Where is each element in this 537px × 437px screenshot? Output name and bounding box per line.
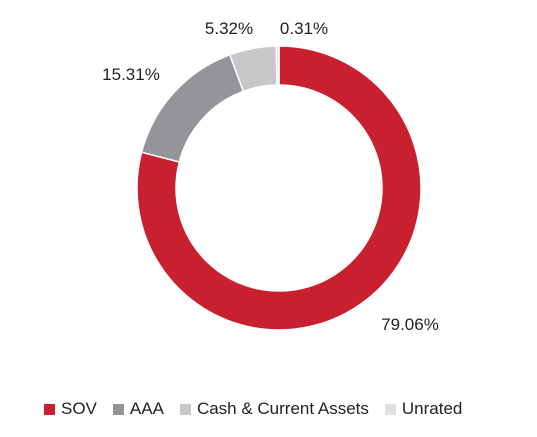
slice-label-unrated: 0.31% xyxy=(280,19,328,38)
slice-label-sov: 79.06% xyxy=(381,315,439,334)
legend-swatch-sov xyxy=(44,403,55,415)
legend-item-aaa: AAA xyxy=(112,399,164,419)
legend: SOV AAA Cash & Current Assets Unrated xyxy=(44,399,462,419)
slice-label-aaa: 15.31% xyxy=(102,65,160,84)
legend-swatch-cash xyxy=(179,403,191,415)
legend-item-unrated: Unrated xyxy=(384,399,463,419)
legend-label-sov: SOV xyxy=(61,399,97,418)
legend-swatch-aaa xyxy=(112,403,124,415)
legend-item-sov: SOV xyxy=(44,399,97,419)
legend-label-aaa: AAA xyxy=(129,399,164,418)
slice-unrated xyxy=(275,45,280,86)
slice-sov xyxy=(136,45,422,331)
legend-label-unrated: Unrated xyxy=(401,399,463,418)
slice-label-cash: 5.32% xyxy=(205,19,253,38)
legend-label-cash: Cash & Current Assets xyxy=(196,399,369,418)
legend-item-cash: Cash & Current Assets xyxy=(179,399,369,419)
legend-swatch-unrated xyxy=(384,403,396,415)
